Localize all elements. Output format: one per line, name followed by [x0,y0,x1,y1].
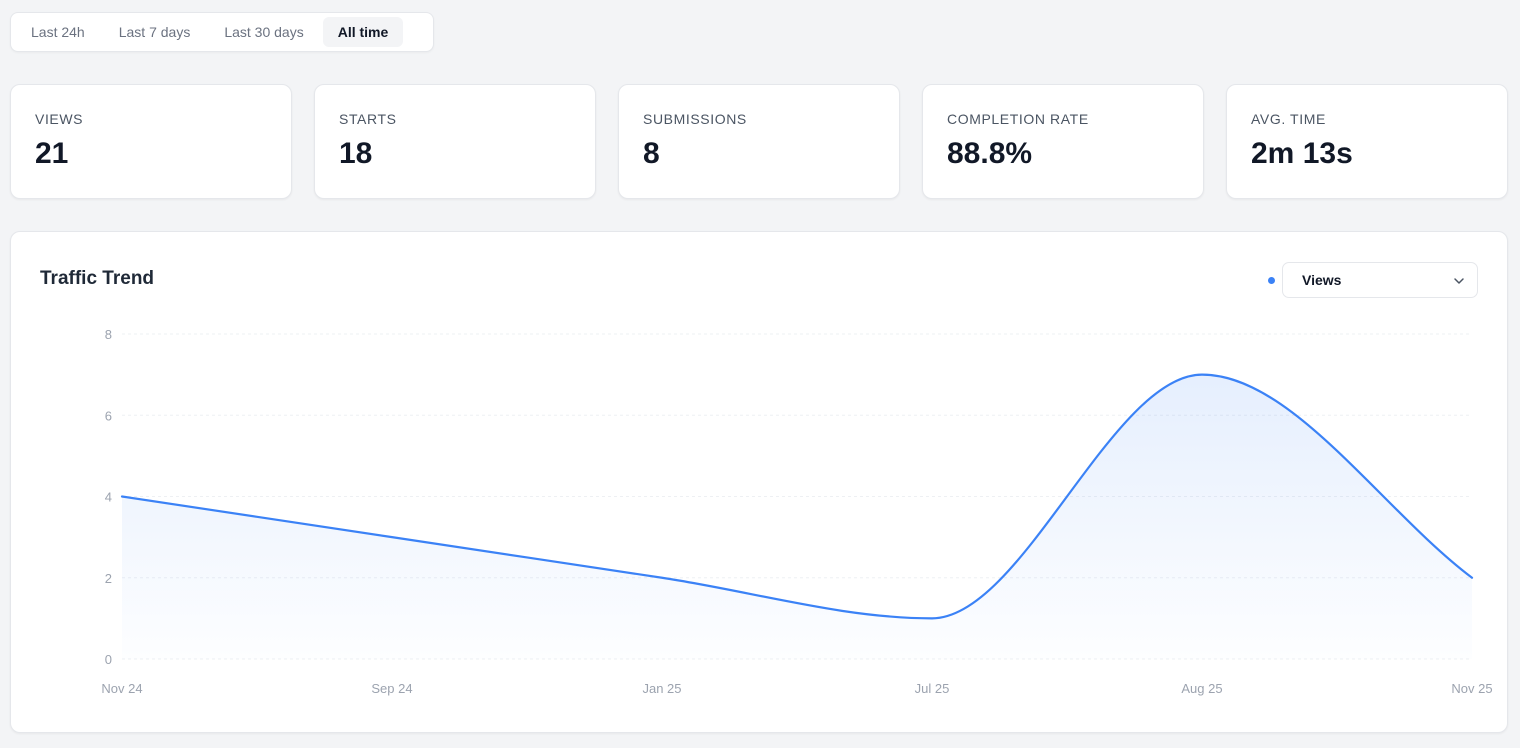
traffic-trend-chart: 0 2 4 6 8 Nov 24 Sep 24 Jan 25 Jul 25 Aug 25 Nov … [101,327,1492,696]
stat-label: COMPLETION RATE [947,111,1089,127]
stat-label: AVG. TIME [1251,111,1326,127]
x-tick-label: Jan 25 [642,681,681,696]
chevron-down-icon [1454,278,1464,284]
x-tick-label: Aug 25 [1181,681,1222,696]
stat-value: 2m 13s [1251,137,1353,170]
stat-card-completion-rate: COMPLETION RATE 88.8% [922,84,1204,199]
series-line [120,373,1474,620]
stat-value: 21 [35,137,69,170]
stat-label: VIEWS [35,111,84,127]
stat-card-submissions: SUBMISSIONS 8 [618,84,900,199]
time-range-tabs: Last 24h Last 7 days Last 30 days All ti… [10,12,434,52]
metric-select-value: Views [1302,272,1342,288]
stat-card-views: VIEWS 21 [10,84,292,199]
stat-value: 88.8% [947,137,1033,170]
tab-last-24h[interactable]: Last 24h [31,24,85,40]
tab-last-30-days[interactable]: Last 30 days [224,24,304,40]
y-tick-label: 6 [105,408,112,423]
y-tick-label: 8 [105,327,112,342]
stat-card-starts: STARTS 18 [314,84,596,199]
stat-value: 8 [643,137,660,170]
stat-card-avg-time: AVG. TIME 2m 13s [1226,84,1508,199]
x-tick-label: Sep 24 [371,681,412,696]
traffic-trend-card: Traffic Trend Views 0 2 4 6 8 Nov 24 Sep 24 Ja… [10,231,1508,733]
y-tick-label: 4 [105,490,112,505]
stat-value: 18 [339,137,373,170]
chart-title: Traffic Trend [40,268,155,289]
stat-label: SUBMISSIONS [643,111,747,127]
series-area [122,374,1472,659]
y-tick-label: 2 [105,571,112,586]
stat-label: STARTS [339,111,397,127]
stats-row: VIEWS 21 STARTS 18 SUBMISSIONS 8 COMPLET… [10,84,1510,200]
metric-select[interactable]: Views [1282,262,1478,298]
tab-last-7-days[interactable]: Last 7 days [118,24,191,40]
tab-all-time[interactable]: All time [322,17,404,47]
x-tick-label: Jul 25 [915,681,950,696]
legend-dot-icon [1268,277,1275,284]
x-tick-label: Nov 24 [101,681,142,696]
y-tick-label: 0 [105,652,112,667]
x-tick-label: Nov 25 [1451,681,1492,696]
